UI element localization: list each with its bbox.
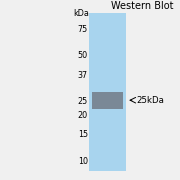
Text: Western Blot: Western Blot	[111, 1, 174, 11]
Text: kDa: kDa	[73, 9, 89, 18]
Bar	[92, 92, 123, 109]
Text: 25kDa: 25kDa	[136, 96, 164, 105]
Bar	[89, 13, 126, 171]
